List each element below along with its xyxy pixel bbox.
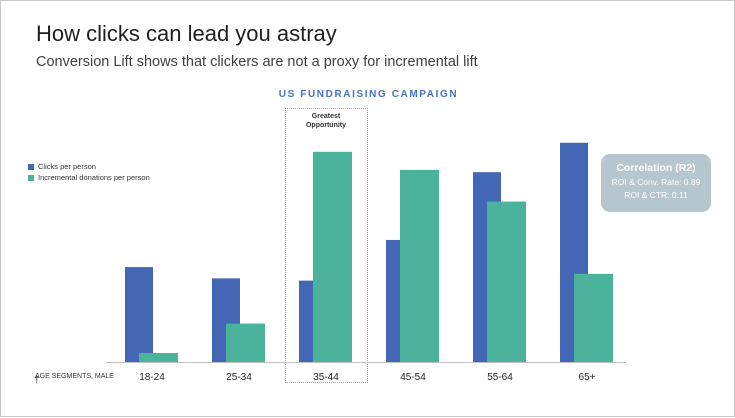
- page-title: How clicks can lead you astray: [36, 21, 337, 46]
- page-subtitle: Conversion Lift shows that clickers are …: [36, 54, 478, 70]
- bar-donations-65+: [574, 273, 613, 362]
- x-tick-label: 65+: [579, 372, 596, 383]
- bar-clicks-18-24: [125, 267, 153, 362]
- callout-title: Correlation (R2): [616, 162, 696, 174]
- callout-line-ctr: ROI & CTR: 0.11: [624, 190, 688, 200]
- x-tick-label: 55-64: [487, 372, 513, 383]
- chart-title: US FUNDRAISING CAMPAIGN: [278, 89, 459, 100]
- x-tick-label: 25-34: [226, 372, 252, 383]
- bar-donations-55-64: [487, 201, 526, 362]
- greatest-opportunity-line2: Opportunity: [305, 122, 347, 129]
- text-cursor-icon: †: [34, 375, 40, 386]
- legend-swatch-clicks: [28, 163, 34, 170]
- x-tick-label: 45-54: [400, 372, 426, 383]
- bar-donations-25-34: [226, 323, 265, 362]
- chart-legend: Clicks per person Incremental donations …: [28, 161, 150, 183]
- x-axis-caption: AGE SEGMENTS, MALE: [35, 373, 114, 380]
- greatest-opportunity-box: [285, 108, 368, 383]
- bar-donations-18-24: [139, 352, 178, 362]
- legend-label-donations: Incremental donations per person: [38, 173, 150, 182]
- legend-swatch-donations: [28, 174, 34, 181]
- bar-donations-35-44: [313, 151, 352, 362]
- greatest-opportunity-label: Greatest Opportunity: [285, 112, 367, 130]
- x-tick-label: 18-24: [139, 372, 165, 383]
- x-tick-label: 35-44: [313, 372, 339, 383]
- legend-item-donations: Incremental donations per person: [28, 172, 150, 183]
- bar-donations-45-54: [400, 169, 439, 362]
- callout-line-conv-rate: ROI & Conv. Rate: 0.89: [611, 177, 701, 187]
- correlation-callout: Correlation (R2) ROI & Conv. Rate: 0.89 …: [601, 154, 711, 212]
- legend-item-clicks: Clicks per person: [28, 161, 150, 172]
- greatest-opportunity-line1: Greatest: [311, 113, 341, 120]
- legend-label-clicks: Clicks per person: [38, 162, 96, 171]
